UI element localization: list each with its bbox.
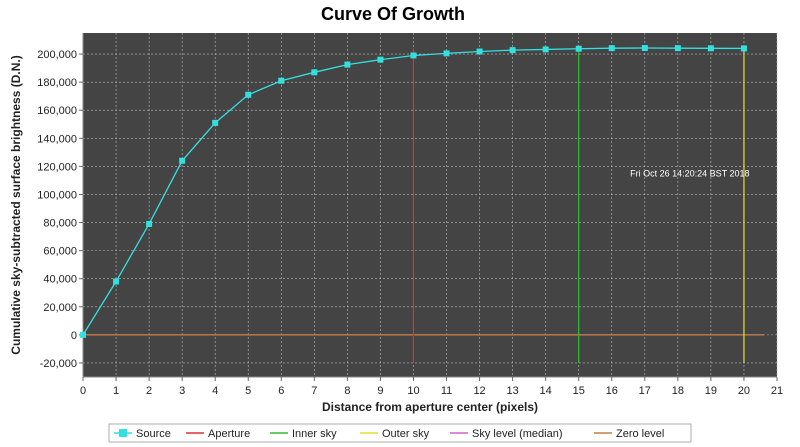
legend: Source Aperture Inner sky Outer sky Sky leve… xyxy=(108,423,692,443)
plot-area xyxy=(83,33,777,377)
y-tick-label: 20,000 xyxy=(43,302,77,314)
x-tick-label: 15 xyxy=(573,385,585,397)
x-tick-label: 19 xyxy=(705,385,717,397)
y-tick-label: 120,000 xyxy=(37,161,77,173)
legend-label-zero-level: Zero level xyxy=(616,428,664,440)
data-point xyxy=(476,48,483,55)
data-point xyxy=(443,50,450,57)
x-tick-label: 5 xyxy=(245,385,251,397)
x-tick-label: 0 xyxy=(80,385,86,397)
x-tick-label: 18 xyxy=(672,385,684,397)
legend-label-aperture: Aperture xyxy=(208,428,250,440)
x-axis-ticks: 0 1 2 3 4 5 6 7 8 9 10 11 12 13 14 15 16 17 18 19 20 21 xyxy=(80,377,783,397)
data-point xyxy=(641,45,648,52)
x-tick-label: 4 xyxy=(212,385,218,397)
x-tick-label: 1 xyxy=(113,385,119,397)
series-source xyxy=(80,45,747,338)
y-tick-label: 100,000 xyxy=(37,189,77,201)
legend-marker-source xyxy=(119,429,127,437)
chart-title: Curve Of Growth xyxy=(321,4,465,24)
y-tick-label: 200,000 xyxy=(37,49,77,61)
x-tick-label: 6 xyxy=(278,385,284,397)
data-point xyxy=(410,52,417,59)
x-tick-label: 2 xyxy=(146,385,152,397)
x-tick-label: 12 xyxy=(473,385,485,397)
data-point xyxy=(509,47,516,54)
axes xyxy=(82,33,777,378)
legend-label-outer-sky: Outer sky xyxy=(382,428,430,440)
x-tick-label: 7 xyxy=(311,385,317,397)
data-point xyxy=(80,331,86,338)
x-tick-label: 11 xyxy=(441,385,452,397)
x-tick-label: 17 xyxy=(639,385,651,397)
data-point xyxy=(575,45,582,52)
x-axis-label: Distance from aperture center (pixels) xyxy=(322,400,538,414)
data-point xyxy=(179,157,186,164)
x-tick-label: 9 xyxy=(377,385,383,397)
y-tick-label: 40,000 xyxy=(43,274,77,286)
x-tick-label: 16 xyxy=(606,385,618,397)
legend-label-source: Source xyxy=(136,428,171,440)
data-point xyxy=(707,45,714,52)
data-point xyxy=(278,77,285,84)
x-tick-label: 20 xyxy=(738,385,750,397)
y-tick-label: 140,000 xyxy=(37,133,77,145)
y-axis-ticks: -20,000 0 20,000 40,000 60,000 80,000 100,000 1… xyxy=(37,49,83,370)
x-tick-label: 3 xyxy=(179,385,185,397)
data-point xyxy=(113,278,120,285)
data-point xyxy=(245,91,252,98)
legend-box xyxy=(108,423,692,443)
timestamp-annotation: Fri Oct 26 14:20:24 BST 2018 xyxy=(630,168,749,178)
data-point xyxy=(146,220,153,227)
data-point xyxy=(608,45,615,52)
x-tick-label: 14 xyxy=(540,385,552,397)
x-tick-label: 21 xyxy=(771,385,783,397)
y-tick-label: -20,000 xyxy=(40,358,77,370)
data-point xyxy=(377,56,384,63)
y-tick-label: 60,000 xyxy=(43,246,77,258)
data-point xyxy=(542,46,549,53)
reference-lines xyxy=(83,48,764,363)
data-point xyxy=(674,45,681,52)
data-point xyxy=(311,69,318,76)
y-tick-label: 180,000 xyxy=(37,77,77,89)
data-point xyxy=(344,61,351,68)
data-point xyxy=(212,119,219,126)
y-tick-label: 80,000 xyxy=(43,218,77,230)
x-tick-label: 10 xyxy=(407,385,419,397)
legend-label-sky-level-median: Sky level (median) xyxy=(472,428,562,440)
y-axis-label: Cumulative sky-subtracted surface bright… xyxy=(9,55,23,354)
data-point xyxy=(740,45,747,52)
x-tick-label: 8 xyxy=(344,385,350,397)
x-tick-label: 13 xyxy=(506,385,518,397)
legend-label-inner-sky: Inner sky xyxy=(292,428,337,440)
y-tick-label: 160,000 xyxy=(37,105,77,117)
y-tick-label: 0 xyxy=(71,330,77,342)
